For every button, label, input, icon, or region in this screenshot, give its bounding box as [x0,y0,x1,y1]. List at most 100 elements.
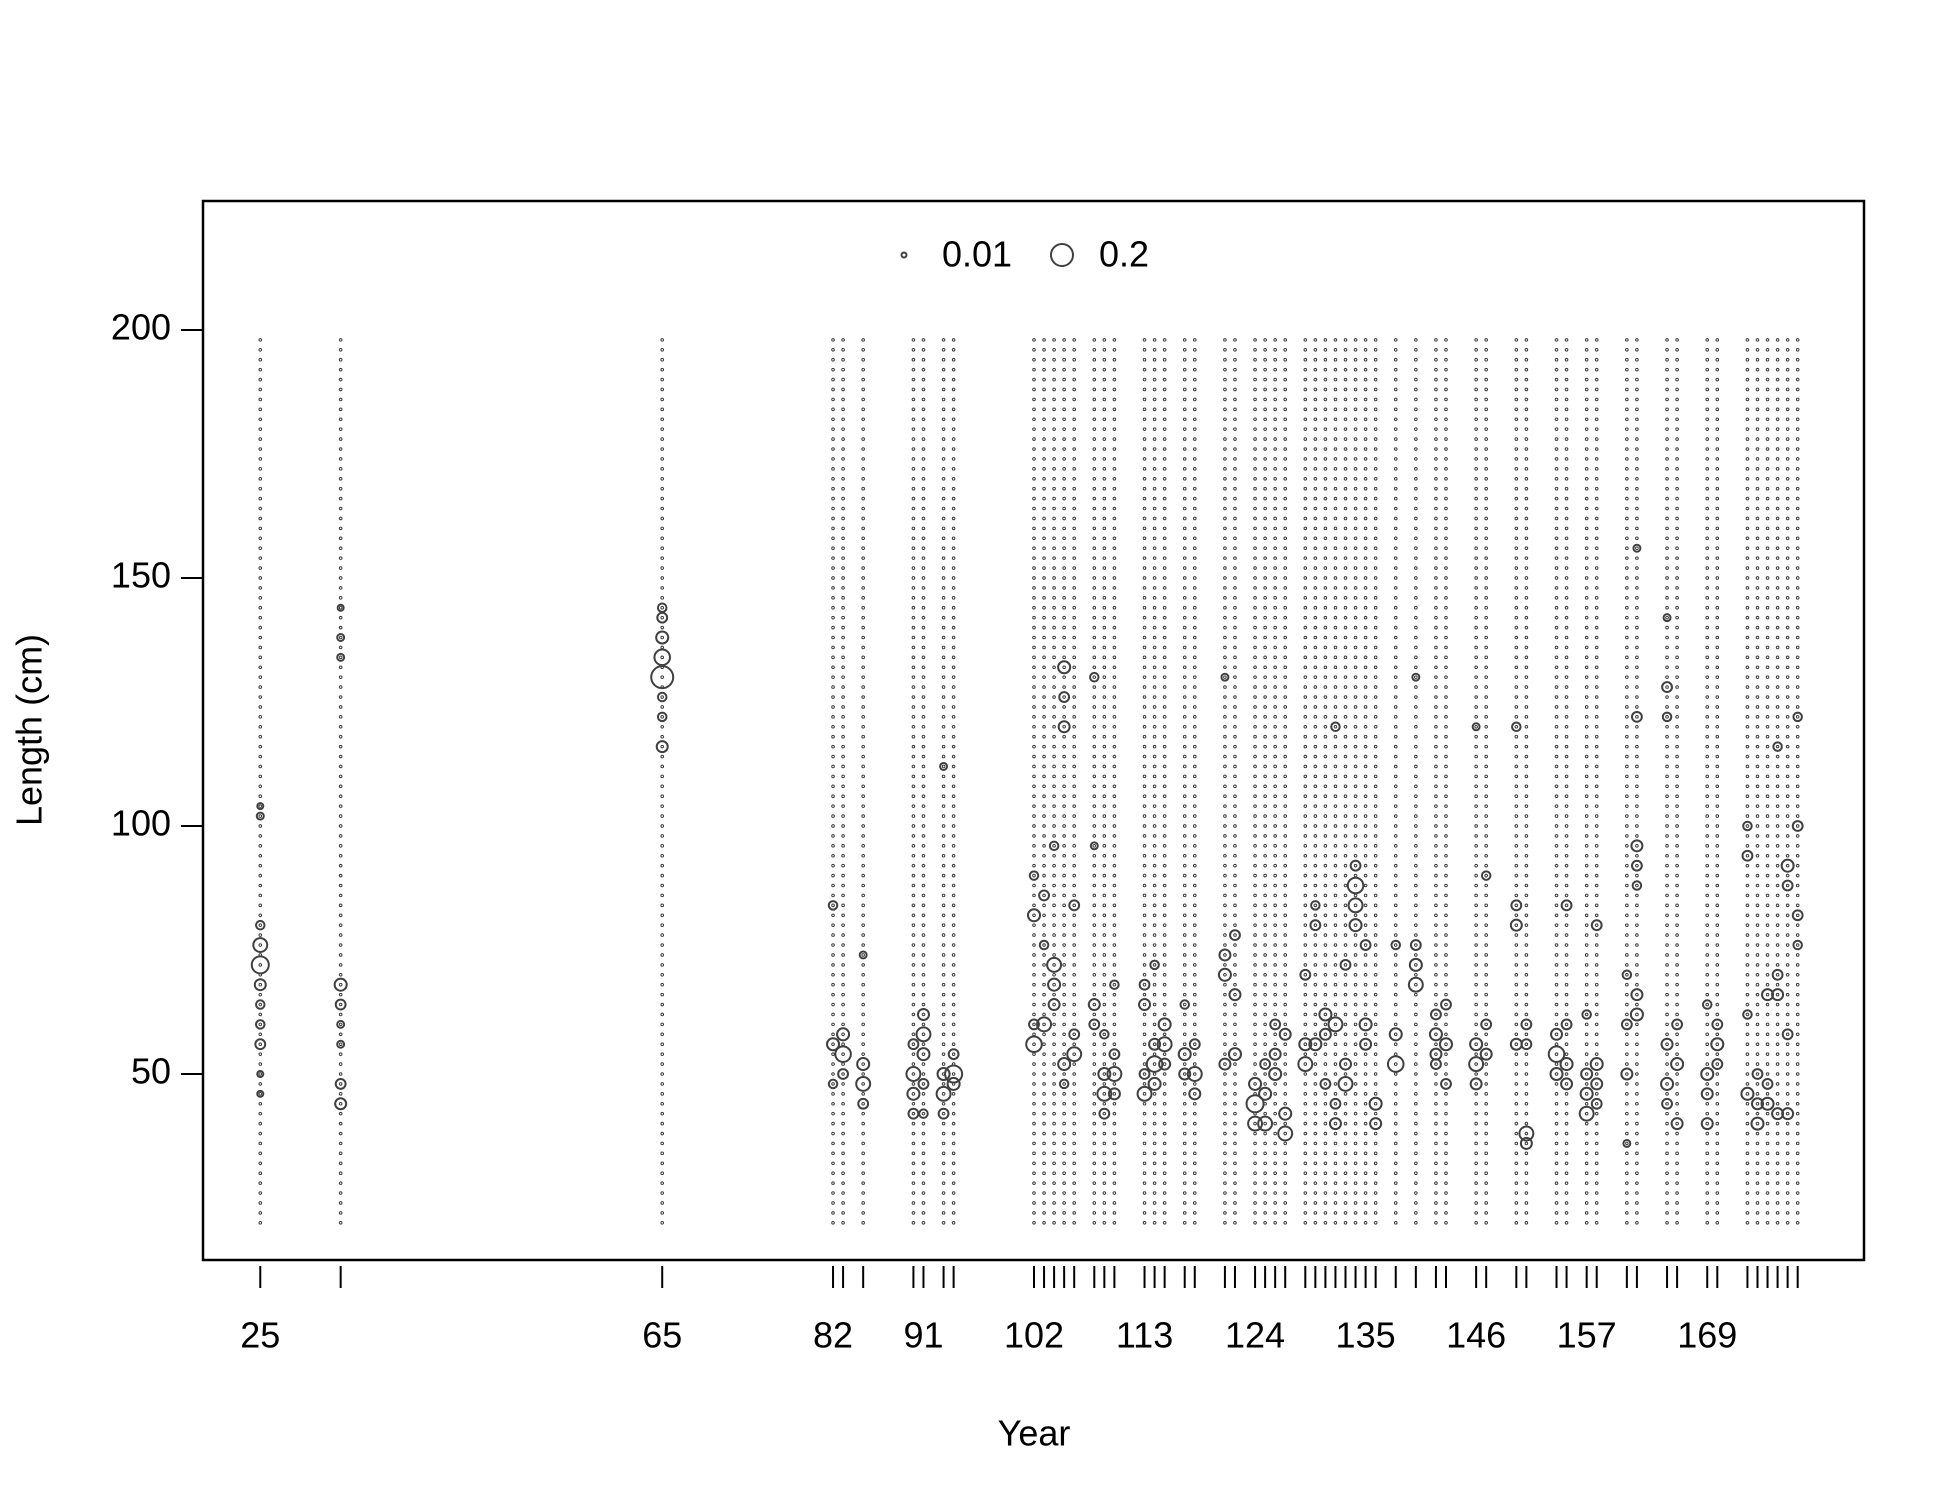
bin-dot [1062,1092,1066,1096]
bin-dot [1253,387,1257,392]
bin-dot [1353,1052,1358,1056]
bin-dot [1474,814,1478,818]
bin-dot [1142,486,1147,491]
bin-dot [1273,546,1277,551]
bin-dot [1223,1032,1227,1037]
bin-dot [1715,814,1720,818]
bin-dot [1303,744,1308,749]
bin-dot [1363,605,1368,610]
bin-dot [841,377,845,382]
bin-dot [1625,913,1629,918]
bin-dot [1192,1082,1197,1086]
bin-dot [1635,804,1639,808]
bin-dot [1303,943,1308,947]
bin-dot [1062,863,1066,868]
bin-dot [1373,506,1378,511]
bin-dot [1625,367,1629,372]
bin-dot [841,695,845,699]
bin-dot [1554,1062,1559,1066]
bin-dot [1665,457,1669,461]
bin-dot [1524,844,1529,848]
bin-dot [1052,923,1056,927]
bin-dot [338,496,343,501]
bin-dot [1705,506,1710,511]
bin-dot [1333,625,1338,630]
bin-dot [1705,427,1710,431]
bin-dot [1665,893,1669,898]
bin-dot [1273,715,1277,719]
bin-dot [911,804,916,808]
bin-dot [1705,1022,1710,1027]
bin-dot [1373,893,1378,898]
bin-dot [1162,953,1167,957]
bin-dot [1253,645,1257,650]
bin-dot [258,486,263,491]
bin-dot [1283,784,1288,789]
bin-dot [1042,476,1046,481]
bin-dot [1554,615,1559,620]
bin-dot [1253,526,1257,531]
bin-dot [1253,1151,1257,1156]
bin-dot [951,506,956,511]
bin-dot [1092,1121,1097,1126]
bin-dot [1102,1032,1107,1037]
bin-dot [1705,546,1710,551]
bin-dot [1112,913,1117,918]
bin-dot [1594,665,1599,670]
bin-dot [1524,536,1529,541]
bin-dot [1042,724,1046,729]
bin-dot [1042,933,1046,937]
bin-dot [1112,834,1117,838]
bin-dot [1333,348,1338,352]
bin-dot [1052,576,1056,580]
bin-dot [1343,516,1348,521]
bin-dot [1343,596,1348,600]
bin-dot [1273,586,1277,590]
bin-dot [1192,764,1197,769]
bin-dot [1283,476,1288,481]
bin-dot [1042,447,1046,451]
bin-dot [1343,476,1348,481]
bin-dot [1625,625,1629,630]
bin-dot [841,1191,845,1195]
bin-dot [1434,992,1438,997]
bin-dot [1273,566,1277,570]
bin-dot [1182,1151,1187,1156]
bin-dot [1333,1181,1338,1185]
bin-dot [921,853,926,858]
bin-dot [841,1171,845,1175]
bin-dot [1323,1012,1328,1017]
bin-dot [1414,844,1418,848]
bin-dot [1353,615,1358,620]
bin-dot [1625,1012,1629,1017]
bin-dot [1323,675,1328,679]
bin-dot [1052,1220,1056,1225]
bin-dot [1715,834,1720,838]
bin-dot [1062,1161,1066,1166]
bin-dot [1303,516,1308,521]
bin-dot [1333,1131,1338,1136]
bin-dot [1373,853,1378,858]
bin-dot [1032,546,1036,551]
bin-dot [1343,1141,1348,1146]
bin-dot [1072,982,1076,987]
bin-dot [1313,605,1318,610]
bin-dot [1192,427,1197,431]
bin-dot [1675,814,1679,818]
bin-dot [861,963,865,967]
bin-dot [861,1151,865,1156]
bin-dot [1363,953,1368,957]
bin-dot [1665,853,1669,858]
bin-dot [1283,516,1288,521]
bin-dot [1052,1141,1056,1146]
bin-dot [1283,943,1288,947]
bin-dot [861,903,865,908]
bin-dot [1162,1022,1167,1027]
bin-dot [1484,724,1488,729]
bin-dot [1524,1220,1529,1225]
bin-dot [1524,596,1529,600]
bin-dot [1665,685,1669,689]
bin-dot [1182,655,1187,660]
bin-dot [1313,447,1318,451]
bin-dot [1052,1201,1056,1205]
